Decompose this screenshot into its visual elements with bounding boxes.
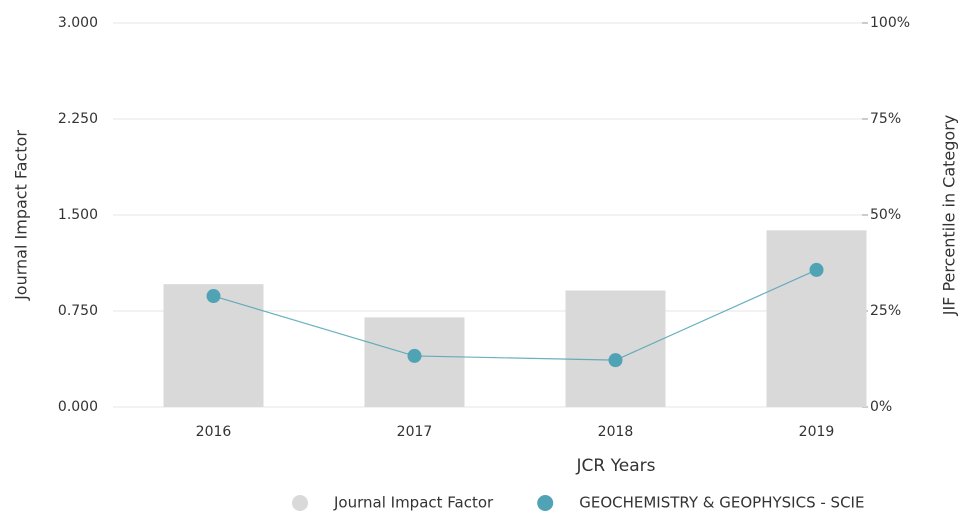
y2-tick-label: 0% — [870, 399, 892, 415]
x-tick-label: 2017 — [397, 424, 433, 440]
y2-tick-label: 50% — [870, 207, 901, 223]
legend-label: Journal Impact Factor — [333, 494, 494, 512]
bar — [163, 284, 264, 407]
bar — [565, 290, 666, 407]
legend-swatch — [292, 495, 308, 511]
point — [407, 348, 422, 363]
y-tick-label: 1.500 — [58, 207, 98, 223]
point — [608, 353, 623, 368]
y2-tick-label: 25% — [870, 303, 901, 319]
x-tick-label: 2019 — [799, 424, 835, 440]
y-tick-label: 0.000 — [58, 399, 98, 415]
y2-tick-label: 100% — [870, 15, 910, 31]
x-axis-title: JCR Years — [576, 456, 656, 476]
legend-label: GEOCHEMISTRY & GEOPHYSICS - SCIE — [579, 494, 864, 512]
y-tick-label: 2.250 — [58, 111, 98, 127]
y-tick-label: 0.750 — [58, 303, 98, 319]
y-axis-title: Journal Impact Factor — [12, 130, 31, 301]
legend-swatch — [537, 495, 554, 511]
y2-axis-title: JIF Percentile in Category — [940, 115, 959, 317]
x-tick-label: 2016 — [196, 424, 232, 440]
x-tick-label: 2018 — [598, 424, 634, 440]
y-tick-label: 3.000 — [58, 15, 98, 31]
line — [213, 269, 817, 361]
point — [809, 262, 824, 277]
bar — [766, 230, 867, 407]
point — [206, 289, 221, 304]
y2-tick-label: 75% — [870, 111, 901, 127]
